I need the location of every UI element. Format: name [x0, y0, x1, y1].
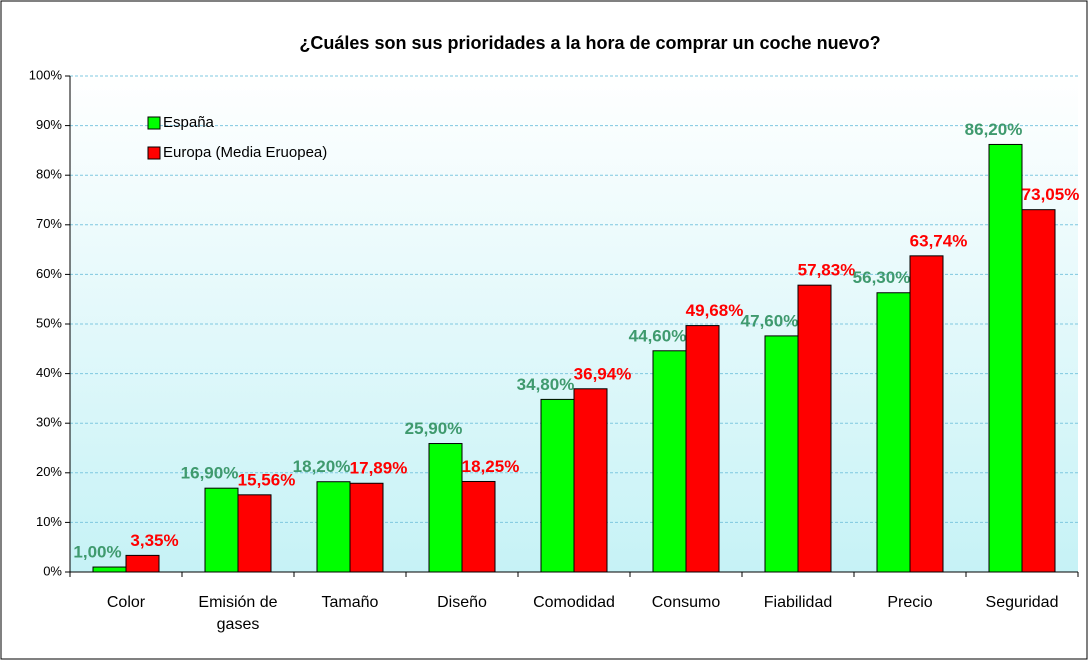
x-tick-label: Precio — [887, 594, 933, 611]
bar — [92, 566, 127, 573]
bar — [316, 481, 351, 573]
value-label: 18,25% — [462, 457, 520, 476]
bar — [652, 350, 687, 573]
x-tick-label: Seguridad — [985, 594, 1059, 611]
value-label: 3,35% — [130, 531, 178, 550]
value-label: 73,05% — [1022, 185, 1080, 204]
bar — [797, 284, 832, 573]
value-label: 86,20% — [965, 120, 1023, 139]
value-label: 57,83% — [798, 261, 856, 280]
bar — [988, 143, 1023, 573]
bar — [685, 325, 720, 573]
value-label: 36,94% — [574, 364, 632, 383]
y-tick-label: 0% — [43, 563, 62, 578]
bar — [540, 398, 575, 573]
value-label: 63,74% — [910, 231, 968, 250]
value-label: 16,90% — [181, 464, 239, 483]
bar — [764, 335, 799, 573]
legend-swatch — [147, 146, 161, 160]
bar — [204, 487, 239, 573]
legend-swatch — [147, 116, 161, 130]
bar — [461, 480, 496, 573]
y-tick-label: 30% — [36, 415, 62, 430]
value-label: 56,30% — [853, 268, 911, 287]
y-tick-label: 100% — [29, 67, 63, 82]
value-label: 15,56% — [238, 470, 296, 489]
bar — [1021, 209, 1056, 573]
y-tick-label: 40% — [36, 365, 62, 380]
legend-label: España — [163, 114, 215, 131]
value-label: 25,90% — [405, 419, 463, 438]
y-tick-label: 10% — [36, 514, 62, 529]
value-label: 34,80% — [517, 375, 575, 394]
x-tick-label: Fiabilidad — [763, 594, 833, 611]
bar — [573, 388, 608, 573]
bar — [909, 255, 944, 573]
value-label: 1,00% — [73, 543, 121, 562]
y-tick-label: 50% — [36, 315, 62, 330]
chart-title: ¿Cuáles son sus prioridades a la hora de… — [299, 33, 880, 53]
bar — [237, 494, 272, 573]
y-tick-label: 90% — [36, 117, 62, 132]
bar — [876, 292, 911, 573]
value-label: 44,60% — [629, 326, 687, 345]
bar — [349, 482, 384, 573]
x-tick-label: Consumo — [651, 594, 721, 611]
x-tick-label: Emisión de gases — [198, 594, 278, 633]
value-label: 17,89% — [350, 459, 408, 478]
x-tick-label: Color — [106, 594, 146, 611]
y-tick-label: 70% — [36, 216, 62, 231]
bar — [125, 554, 160, 573]
value-label: 49,68% — [686, 301, 744, 320]
bar — [428, 443, 463, 573]
y-tick-label: 60% — [36, 266, 62, 281]
legend-label: Europa (Media Eruopea) — [163, 144, 327, 161]
value-label: 18,20% — [293, 457, 351, 476]
y-tick-label: 20% — [36, 464, 62, 479]
y-tick-label: 80% — [36, 167, 62, 182]
x-tick-label: Comodidad — [533, 594, 615, 611]
x-tick-label: Tamaño — [321, 594, 379, 611]
x-tick-label: Diseño — [437, 594, 487, 611]
value-label: 47,60% — [741, 311, 799, 330]
